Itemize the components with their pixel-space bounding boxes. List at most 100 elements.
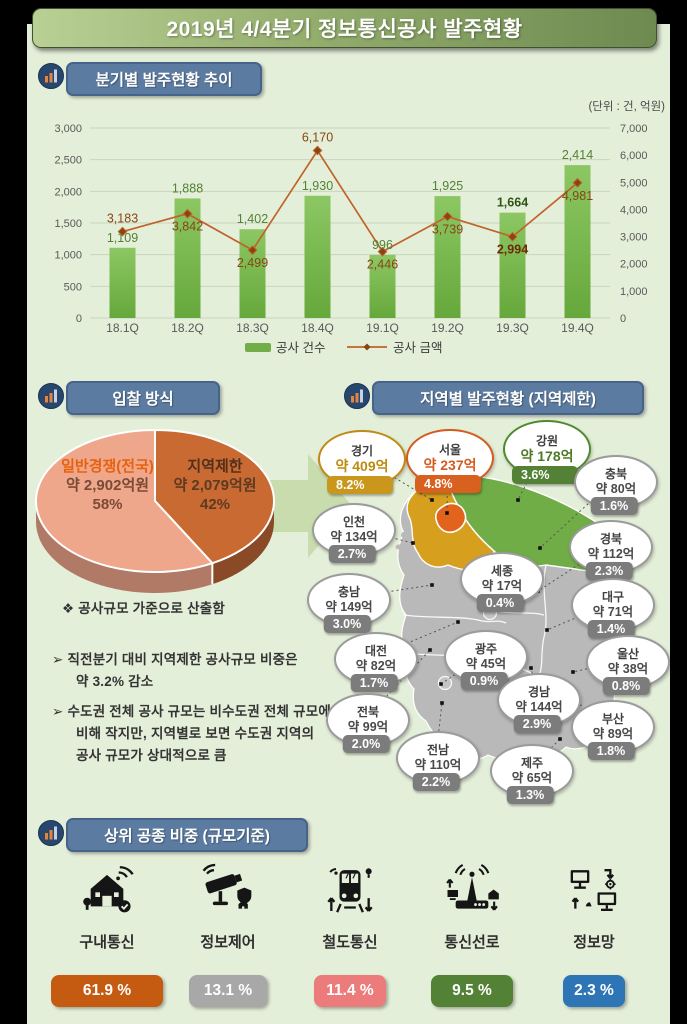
region-name: 대전: [364, 644, 388, 658]
line-marker: [377, 246, 388, 257]
right-axis-tick: 0: [620, 313, 626, 325]
bar-value-label: 1,664: [497, 196, 528, 210]
leader-dot: [571, 670, 575, 674]
x-category: 18.2Q: [171, 321, 204, 335]
region-pct-badge-서울: 4.8%: [415, 475, 481, 493]
section-header-bidding: 입찰 방식: [66, 381, 220, 415]
x-category: 18.3Q: [236, 321, 269, 335]
category-pct-badge: 61.9 %: [51, 975, 163, 1007]
region-name: 전북: [356, 705, 380, 719]
region-name: 광주: [474, 642, 498, 656]
line-marker: [117, 226, 128, 237]
pie-slice-label-regional: 지역제한 약 2,079억원 42%: [173, 458, 257, 513]
right-axis-tick: 3,000: [620, 232, 648, 244]
leader-line-경기: [359, 456, 433, 501]
region-amount: 약 38억: [607, 662, 649, 676]
region-pct-badge-부산: 1.8%: [587, 742, 635, 760]
region-bubble-경북: 경북 약 112억: [569, 520, 653, 574]
x-category: 19.1Q: [366, 321, 399, 335]
region-amount: 약 17억: [481, 579, 523, 593]
category-구내통신: 구내통신: [45, 862, 169, 952]
region-name: 대구: [601, 590, 625, 604]
region-amount: 약 409억: [335, 458, 389, 474]
category-pct-badge: 11.4 %: [314, 975, 386, 1007]
region-name: 울산: [616, 647, 640, 661]
x-category: 19.3Q: [496, 321, 529, 335]
line-value-label: 4,981: [562, 189, 593, 203]
region-name: 경남: [527, 685, 551, 699]
region-amount: 약 237억: [423, 457, 477, 473]
category-pct-badge: 2.3 %: [563, 975, 625, 1007]
category-통신선로: 통신선로: [410, 862, 534, 952]
left-axis-tick: 1,000: [54, 250, 82, 262]
region-pct-badge-대구: 1.4%: [587, 620, 635, 638]
region-pct-badge-경기: 8.2%: [327, 476, 393, 494]
region-pct-badge-세종: 0.4%: [476, 594, 524, 612]
bar-value-label: 1,109: [107, 231, 138, 245]
category-정보제어: 정보제어: [166, 862, 290, 952]
region-pct-badge-울산: 0.8%: [602, 677, 650, 695]
region-pct-badge-충남: 3.0%: [323, 615, 371, 633]
region-name: 서울: [438, 443, 462, 457]
left-axis-tick: 0: [76, 313, 82, 325]
line-marker: [442, 211, 453, 222]
leader-dot: [445, 511, 449, 515]
line-value-label: 2,994: [497, 243, 528, 257]
bar-value-label: 996: [372, 238, 393, 252]
bar-18.1Q: [109, 247, 136, 318]
left-axis-tick: 1,500: [54, 218, 82, 230]
line-series: [122, 148, 579, 253]
category-철도통신: 철도통신: [288, 862, 412, 952]
leader-dot: [411, 541, 415, 545]
bar-18.4Q: [304, 195, 331, 318]
leader-dot: [529, 666, 533, 670]
region-name: 제주: [520, 756, 544, 770]
category-label: 구내통신: [79, 934, 135, 951]
region-name: 충남: [337, 585, 361, 599]
region-pct-badge-대전: 1.7%: [350, 674, 398, 692]
right-axis-tick: 5,000: [620, 177, 648, 189]
line-marker: [312, 145, 323, 156]
category-pct-badge: 9.5 %: [431, 975, 513, 1007]
region-bubble-경남: 경남 약 144억: [497, 673, 581, 727]
leader-dot: [439, 682, 443, 686]
region-amount: 약 149억: [325, 600, 373, 614]
region-amount: 약 134억: [330, 530, 378, 544]
line-value-label: 6,170: [302, 131, 333, 145]
leader-dot: [558, 737, 562, 741]
note-2-line-1: ➢ 수도권 전체 공사 규모는 비수도권 전체 규모에: [52, 704, 331, 719]
leader-line-울산: [572, 659, 627, 673]
region-amount: 약 144억: [515, 700, 563, 714]
bar-chart-icon: [38, 820, 64, 846]
note-2-line-3: 공사 규모가 상대적으로 큼: [76, 748, 227, 763]
region-pct-badge-충북: 1.6%: [590, 497, 638, 515]
region-amount: 약 99억: [347, 720, 389, 734]
region-pct-badge-전남: 2.2%: [412, 773, 460, 791]
leader-dot: [430, 583, 434, 587]
line-marker: [507, 231, 518, 242]
region-pct-badge-인천: 2.7%: [328, 545, 376, 563]
bar-value-label: 1,888: [172, 181, 203, 195]
right-axis-tick: 1,000: [620, 286, 648, 298]
right-axis-tick: 7,000: [620, 123, 648, 135]
region-pct-badge-경남: 2.9%: [513, 715, 561, 733]
region-amount: 약 110억: [414, 758, 462, 772]
category-label: 철도통신: [322, 934, 378, 951]
x-category: 19.2Q: [431, 321, 464, 335]
bar-chart-icon: [344, 383, 370, 409]
region-pct-badge-강원: 3.6%: [512, 466, 578, 484]
region-amount: 약 178억: [520, 448, 574, 464]
right-axis-tick: 2,000: [620, 259, 648, 271]
note-1-line-2: 약 3.2% 감소: [76, 674, 154, 689]
quarterly-combo-chart: 0 500 1,000 1,500 2,000 2,500 3,000 0 1,000 2,000…: [54, 123, 648, 355]
category-label: 통신선로: [444, 934, 500, 951]
legend-line-label: 공사 금액: [393, 341, 442, 355]
region-name: 충북: [604, 467, 628, 481]
network-icon: [566, 862, 622, 918]
category-label: 정보제어: [200, 934, 256, 951]
x-category: 19.4Q: [561, 321, 594, 335]
note-2-line-2: 비해 작지만, 지역별로 보면 수도권 지역의: [76, 726, 315, 741]
region-name: 세종: [490, 564, 514, 578]
house-network-icon: [79, 862, 135, 918]
